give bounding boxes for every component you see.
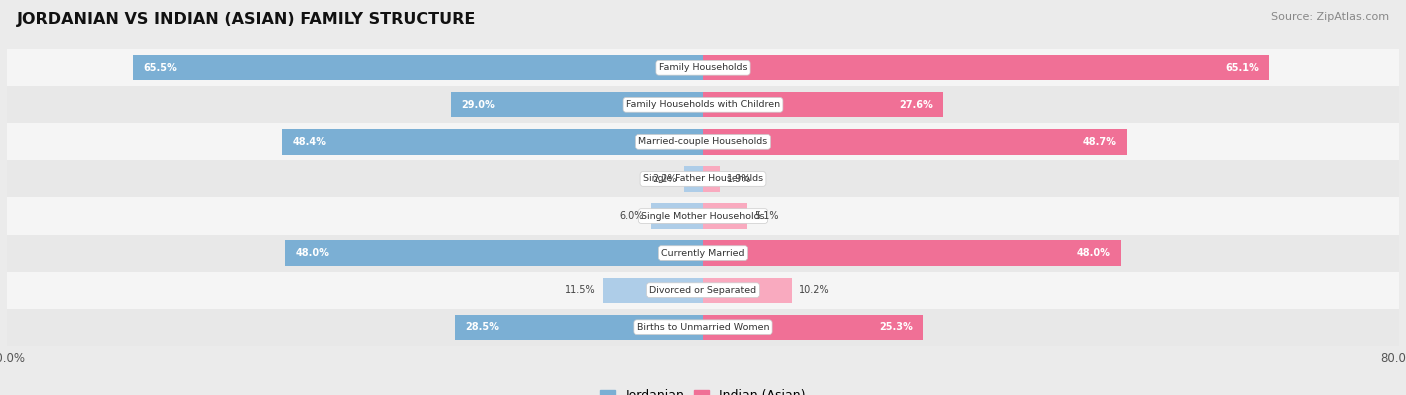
FancyBboxPatch shape: [3, 87, 1403, 123]
Bar: [134, 55, 703, 81]
Bar: [703, 129, 1126, 154]
Text: 48.0%: 48.0%: [1076, 248, 1111, 258]
Text: Family Households with Children: Family Households with Children: [626, 100, 780, 109]
Text: Family Households: Family Households: [659, 63, 747, 72]
Bar: [703, 203, 748, 229]
Bar: [283, 129, 703, 154]
Bar: [703, 241, 1121, 266]
FancyBboxPatch shape: [3, 235, 1403, 272]
Text: 48.0%: 48.0%: [295, 248, 330, 258]
FancyBboxPatch shape: [3, 123, 1403, 160]
Text: Source: ZipAtlas.com: Source: ZipAtlas.com: [1271, 12, 1389, 22]
Text: 29.0%: 29.0%: [461, 100, 495, 110]
Bar: [456, 314, 703, 340]
Text: 48.7%: 48.7%: [1083, 137, 1116, 147]
Text: 2.2%: 2.2%: [652, 174, 676, 184]
Text: 11.5%: 11.5%: [565, 285, 596, 295]
Bar: [703, 166, 720, 192]
Text: JORDANIAN VS INDIAN (ASIAN) FAMILY STRUCTURE: JORDANIAN VS INDIAN (ASIAN) FAMILY STRUC…: [17, 12, 477, 27]
Text: 1.9%: 1.9%: [727, 174, 751, 184]
Text: Births to Unmarried Women: Births to Unmarried Women: [637, 323, 769, 332]
Bar: [683, 166, 703, 192]
Bar: [603, 278, 703, 303]
Text: Married-couple Households: Married-couple Households: [638, 137, 768, 147]
FancyBboxPatch shape: [3, 160, 1403, 198]
Text: 28.5%: 28.5%: [465, 322, 499, 332]
Text: Currently Married: Currently Married: [661, 248, 745, 258]
Text: Single Father Households: Single Father Households: [643, 175, 763, 183]
Text: 6.0%: 6.0%: [620, 211, 644, 221]
Text: 65.1%: 65.1%: [1225, 63, 1258, 73]
Bar: [703, 92, 943, 117]
FancyBboxPatch shape: [3, 272, 1403, 308]
Bar: [703, 278, 792, 303]
FancyBboxPatch shape: [3, 308, 1403, 346]
Text: 25.3%: 25.3%: [879, 322, 912, 332]
Text: 48.4%: 48.4%: [292, 137, 326, 147]
FancyBboxPatch shape: [3, 198, 1403, 235]
Text: Divorced or Separated: Divorced or Separated: [650, 286, 756, 295]
Bar: [451, 92, 703, 117]
Text: 27.6%: 27.6%: [898, 100, 932, 110]
Text: 10.2%: 10.2%: [799, 285, 830, 295]
Bar: [285, 241, 703, 266]
Text: Single Mother Households: Single Mother Households: [641, 212, 765, 220]
Bar: [651, 203, 703, 229]
Legend: Jordanian, Indian (Asian): Jordanian, Indian (Asian): [595, 384, 811, 395]
Bar: [703, 314, 924, 340]
Text: 65.5%: 65.5%: [143, 63, 177, 73]
Bar: [703, 55, 1270, 81]
FancyBboxPatch shape: [3, 49, 1403, 87]
Text: 5.1%: 5.1%: [755, 211, 779, 221]
